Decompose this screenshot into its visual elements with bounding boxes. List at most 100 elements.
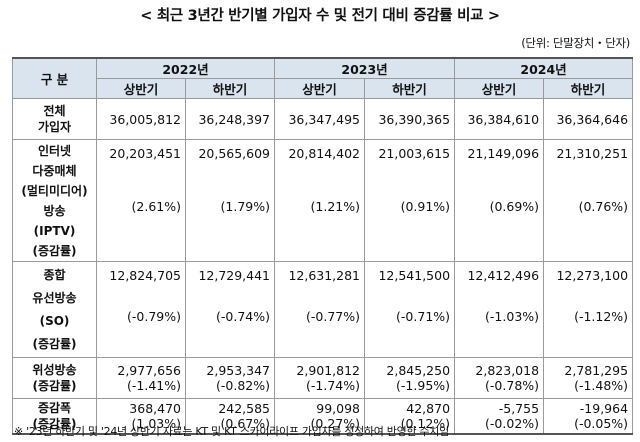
subscriber-count: 42,870 bbox=[406, 401, 451, 416]
footnote: ※ '23년 하반기 및 '24년 상반기 자료는 KT 및 KT 스카이라이프… bbox=[14, 425, 449, 438]
change-rate: (0.27%) bbox=[310, 416, 361, 431]
subscriber-count: 12,824,705 bbox=[109, 268, 181, 283]
subscriber-count: 242,585 bbox=[218, 401, 271, 416]
subscriber-count: 2,781,295 bbox=[564, 363, 629, 378]
year-header: 2024년 bbox=[454, 57, 634, 79]
change-rate: (0.12%) bbox=[400, 416, 451, 431]
half-header: 하반기 bbox=[184, 78, 276, 99]
change-rate: (0.69%) bbox=[489, 199, 540, 214]
subscriber-count: 368,470 bbox=[129, 401, 181, 416]
subscriber-count: 99,098 bbox=[316, 401, 361, 416]
table-cell: 2,823,018 (-0.78%) bbox=[454, 357, 545, 399]
table-cell: -19,964 (-0.05%) bbox=[543, 398, 634, 435]
subscriber-count: -19,964 bbox=[579, 401, 629, 416]
table-cell: 20,565,609 (1.79%) bbox=[184, 139, 276, 262]
row-label: 증감폭 (증감률) bbox=[12, 398, 97, 435]
change-rate: (-0.78%) bbox=[485, 378, 540, 393]
change-rate: (-0.74%) bbox=[216, 309, 271, 324]
subscriber-count: 36,347,495 bbox=[288, 111, 361, 127]
change-rate: (0.91%) bbox=[400, 199, 451, 214]
change-rate: (1.79%) bbox=[220, 199, 271, 214]
table-cell: 99,098 (0.27%) bbox=[274, 398, 366, 435]
row-label: 위성방송 (증감률) bbox=[12, 357, 97, 399]
subscriber-count: 36,364,646 bbox=[556, 111, 629, 127]
row-label: 전체 가입자 bbox=[12, 98, 97, 140]
subscriber-count: 2,901,812 bbox=[296, 363, 361, 378]
change-rate: (-0.77%) bbox=[306, 309, 361, 324]
table-row: 인터넷 다중매체 (멀티미디어) 방송 (IPTV) (증감률) 20,203,451 (2.… bbox=[12, 139, 634, 262]
table-cell: 21,149,096 (0.69%) bbox=[454, 139, 545, 262]
row-label: 종합 유선방송 (SO) (증감률) bbox=[12, 261, 97, 358]
table-row: 종합 유선방송 (SO) (증감률) 12,824,705 (-0.79%) 12,729,… bbox=[12, 261, 634, 358]
table-cell: 36,005,812 bbox=[96, 98, 186, 140]
half-header: 하반기 bbox=[364, 78, 456, 99]
change-rate: (1.21%) bbox=[310, 199, 361, 214]
table-cell: 21,003,615 (0.91%) bbox=[364, 139, 456, 262]
table-cell: 12,824,705 (-0.79%) bbox=[96, 261, 186, 358]
change-rate: (2.61%) bbox=[131, 199, 181, 214]
table-cell: 36,364,646 bbox=[543, 98, 634, 140]
change-rate: (0.67%) bbox=[220, 416, 271, 431]
subscriber-count: 12,631,281 bbox=[288, 268, 361, 283]
half-header: 하반기 bbox=[543, 78, 634, 99]
subscriber-count: 2,953,347 bbox=[206, 363, 271, 378]
table-cell: 2,845,250 (-1.95%) bbox=[364, 357, 456, 399]
change-rate: (1.03%) bbox=[131, 416, 181, 431]
change-rate: (-0.02%) bbox=[485, 416, 540, 431]
subscriber-count: 12,541,500 bbox=[378, 268, 451, 283]
change-rate: (-0.79%) bbox=[127, 309, 181, 324]
table-cell: 36,390,365 bbox=[364, 98, 456, 140]
table-cell: 2,953,347 (-0.82%) bbox=[184, 357, 276, 399]
change-rate: (-0.05%) bbox=[574, 416, 629, 431]
subscriber-count: 36,390,365 bbox=[378, 111, 451, 127]
subscriber-count: 2,823,018 bbox=[475, 363, 540, 378]
table-cell: 12,412,496 (-1.03%) bbox=[454, 261, 545, 358]
table-cell: 36,347,495 bbox=[274, 98, 366, 140]
subscriber-count: 20,565,609 bbox=[198, 146, 271, 161]
table-row: 위성방송 (증감률) 2,977,656 (-1.41%) 2,953,347 (-0.8… bbox=[12, 357, 634, 399]
change-rate: (0.76%) bbox=[578, 199, 629, 214]
table-cell: 36,248,397 bbox=[184, 98, 276, 140]
subscriber-count: 20,814,402 bbox=[288, 146, 361, 161]
subscriber-count: 36,005,812 bbox=[109, 111, 181, 127]
table-row: 증감폭 (증감률) 368,470 (1.03%) 242,585 (0.67%) 99,0… bbox=[12, 398, 634, 435]
category-header: 구 분 bbox=[12, 57, 97, 99]
subscriber-count: 12,273,100 bbox=[556, 268, 629, 283]
table-cell: 21,310,251 (0.76%) bbox=[543, 139, 634, 262]
table-cell: 2,901,812 (-1.74%) bbox=[274, 357, 366, 399]
subscriber-count: 36,248,397 bbox=[198, 111, 271, 127]
table-title: < 최근 3년간 반기별 가입자 수 및 전기 대비 증감률 비교 > bbox=[140, 8, 500, 24]
table-cell: -5,755 (-0.02%) bbox=[454, 398, 545, 435]
change-rate: (-1.74%) bbox=[306, 378, 361, 393]
subscriber-count: -5,755 bbox=[498, 401, 540, 416]
half-header: 상반기 bbox=[96, 78, 186, 99]
subscriber-count: 36,384,610 bbox=[467, 111, 540, 127]
table-cell: 2,781,295 (-1.48%) bbox=[543, 357, 634, 399]
half-header: 상반기 bbox=[274, 78, 366, 99]
table-cell: 20,203,451 (2.61%) bbox=[96, 139, 186, 262]
table-cell: 12,729,441 (-0.74%) bbox=[184, 261, 276, 358]
table-cell: 20,814,402 (1.21%) bbox=[274, 139, 366, 262]
subscriber-count: 21,149,096 bbox=[467, 146, 540, 161]
table-cell: 12,631,281 (-0.77%) bbox=[274, 261, 366, 358]
change-rate: (-1.03%) bbox=[485, 309, 540, 324]
change-rate: (-1.48%) bbox=[574, 378, 629, 393]
subscriber-table: 구 분 2022년 2023년 2024년 상반기 하반기 상반기 하반기 상반… bbox=[12, 57, 634, 435]
year-header: 2022년 bbox=[95, 57, 276, 79]
table-cell: 42,870 (0.12%) bbox=[364, 398, 456, 435]
table-cell: 36,384,610 bbox=[454, 98, 545, 140]
table-row: 전체 가입자 36,005,812 36,248,397 36,347,495 36,39… bbox=[12, 98, 634, 140]
half-header: 상반기 bbox=[454, 78, 545, 99]
year-header: 2023년 bbox=[274, 57, 456, 79]
subscriber-count: 12,412,496 bbox=[467, 268, 540, 283]
change-rate: (-1.95%) bbox=[396, 378, 451, 393]
change-rate: (-1.12%) bbox=[574, 309, 629, 324]
table-cell: 242,585 (0.67%) bbox=[184, 398, 276, 435]
subscriber-count: 2,977,656 bbox=[117, 363, 181, 378]
table-cell: 12,273,100 (-1.12%) bbox=[543, 261, 634, 358]
subscriber-count: 20,203,451 bbox=[109, 146, 181, 161]
subscriber-count: 21,003,615 bbox=[378, 146, 451, 161]
subscriber-count: 21,310,251 bbox=[556, 146, 629, 161]
change-rate: (-0.71%) bbox=[396, 309, 451, 324]
table-cell: 12,541,500 (-0.71%) bbox=[364, 261, 456, 358]
